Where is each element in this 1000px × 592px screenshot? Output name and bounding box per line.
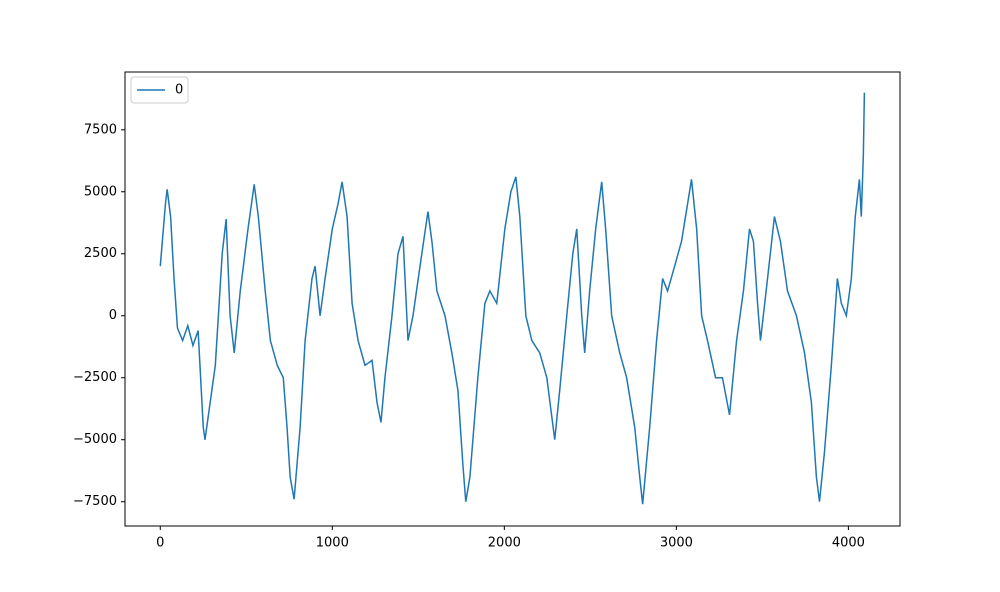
x-tick-label: 1000 — [316, 536, 349, 551]
line — [159, 92, 866, 505]
legend-label: 0 — [175, 83, 183, 98]
y-tick-label: −2500 — [73, 370, 117, 385]
x-tick-label: 3000 — [660, 536, 693, 551]
x-tick-label: 0 — [156, 536, 164, 551]
x-tick-label: 4000 — [832, 536, 865, 551]
y-tick-label: 0 — [109, 308, 117, 323]
x-tick-label: 2000 — [488, 536, 521, 551]
y-tick-label: 7500 — [84, 122, 117, 137]
y-tick-label: 2500 — [84, 246, 117, 261]
y-tick-label: −5000 — [73, 432, 117, 447]
axes-frame — [124, 71, 901, 527]
y-tick-label: 5000 — [84, 184, 117, 199]
y-tick-label: −7500 — [73, 494, 117, 509]
